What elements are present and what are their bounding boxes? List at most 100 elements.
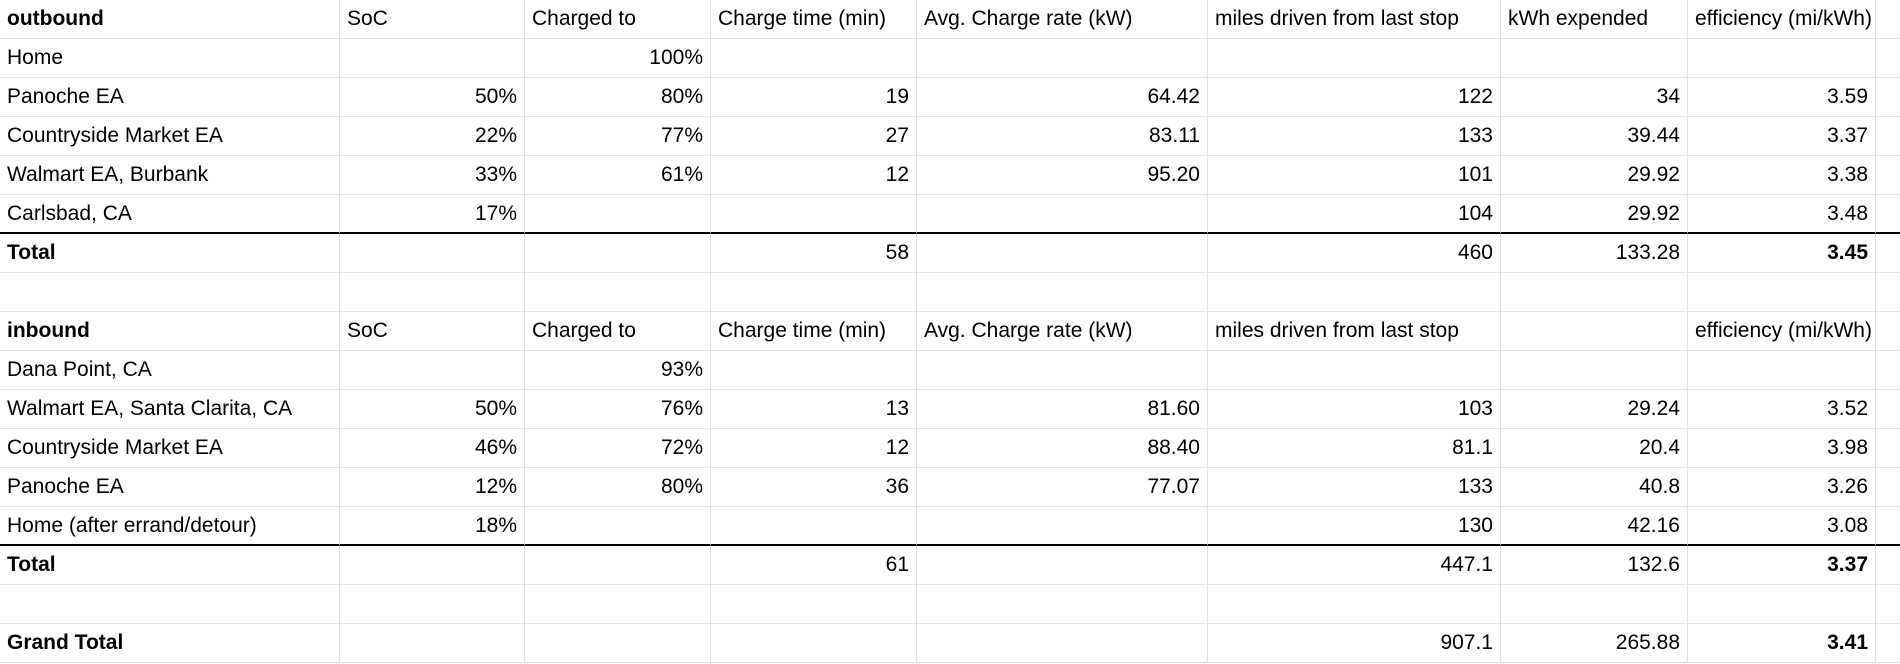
empty-cell [711, 351, 917, 390]
empty-cell [1876, 39, 1900, 78]
empty-cell [917, 507, 1208, 546]
data-cell: 3.37 [1688, 117, 1876, 156]
data-cell: 29.24 [1501, 390, 1688, 429]
empty-cell [340, 351, 525, 390]
header-cell: Charged to [525, 312, 711, 351]
empty-cell [1876, 507, 1900, 546]
total-cell: 460 [1208, 234, 1501, 273]
data-cell: 13 [711, 390, 917, 429]
empty-cell [917, 351, 1208, 390]
data-cell: 29.92 [1501, 156, 1688, 195]
data-cell: 61% [525, 156, 711, 195]
data-cell: 3.59 [1688, 78, 1876, 117]
empty-cell [711, 585, 917, 624]
data-cell: Dana Point, CA [0, 351, 340, 390]
data-cell: Panoche EA [0, 78, 340, 117]
empty-cell [525, 507, 711, 546]
data-cell: 104 [1208, 195, 1501, 234]
data-cell: 101 [1208, 156, 1501, 195]
grand-total-cell: 907.1 [1208, 624, 1501, 663]
data-cell: 39.44 [1501, 117, 1688, 156]
empty-cell [711, 507, 917, 546]
data-cell: 50% [340, 390, 525, 429]
empty-cell [1876, 156, 1900, 195]
header-cell: SoC [340, 0, 525, 39]
data-cell: 81.60 [917, 390, 1208, 429]
data-cell: 46% [340, 429, 525, 468]
empty-cell [711, 39, 917, 78]
total-cell: 447.1 [1208, 546, 1501, 585]
empty-cell [0, 585, 340, 624]
empty-cell [1876, 390, 1900, 429]
total-cell: 3.45 [1688, 234, 1876, 273]
data-cell: 3.38 [1688, 156, 1876, 195]
data-cell: 122 [1208, 78, 1501, 117]
data-cell: Home [0, 39, 340, 78]
empty-cell [525, 195, 711, 234]
empty-cell [917, 39, 1208, 78]
data-cell: 40.8 [1501, 468, 1688, 507]
data-cell: 12 [711, 156, 917, 195]
empty-cell [711, 624, 917, 663]
data-cell: 12% [340, 468, 525, 507]
data-cell: 130 [1208, 507, 1501, 546]
data-cell: 64.42 [917, 78, 1208, 117]
empty-cell [917, 273, 1208, 312]
data-cell: 80% [525, 468, 711, 507]
header-cell: efficiency (mi/kWh) [1688, 0, 1876, 39]
total-cell: Total [0, 546, 340, 585]
empty-cell [1501, 39, 1688, 78]
empty-cell [1208, 39, 1501, 78]
data-cell: 12 [711, 429, 917, 468]
empty-cell [525, 546, 711, 585]
empty-cell [711, 273, 917, 312]
data-cell: Home (after errand/detour) [0, 507, 340, 546]
empty-cell [1688, 351, 1876, 390]
empty-cell [1876, 0, 1900, 39]
data-cell: 77.07 [917, 468, 1208, 507]
header-cell: SoC [340, 312, 525, 351]
data-cell: 76% [525, 390, 711, 429]
grand-total-cell: Grand Total [0, 624, 340, 663]
data-cell: 93% [525, 351, 711, 390]
header-cell: Charged to [525, 0, 711, 39]
data-cell: 81.1 [1208, 429, 1501, 468]
data-cell: 88.40 [917, 429, 1208, 468]
header-cell: Avg. Charge rate (kW) [917, 312, 1208, 351]
empty-cell [340, 624, 525, 663]
total-cell: 133.28 [1501, 234, 1688, 273]
empty-cell [1876, 195, 1900, 234]
header-cell: Avg. Charge rate (kW) [917, 0, 1208, 39]
empty-cell [525, 585, 711, 624]
data-cell: 17% [340, 195, 525, 234]
data-cell: 95.20 [917, 156, 1208, 195]
grand-total-cell: 265.88 [1501, 624, 1688, 663]
empty-cell [1501, 273, 1688, 312]
empty-cell [1501, 585, 1688, 624]
empty-cell [1876, 585, 1900, 624]
data-cell: 27 [711, 117, 917, 156]
empty-cell [340, 585, 525, 624]
empty-cell [1876, 624, 1900, 663]
empty-cell [711, 195, 917, 234]
empty-cell [340, 273, 525, 312]
data-cell: Walmart EA, Burbank [0, 156, 340, 195]
data-cell: 29.92 [1501, 195, 1688, 234]
header-cell: inbound [0, 312, 340, 351]
empty-cell [525, 624, 711, 663]
empty-cell [1876, 117, 1900, 156]
data-cell: Panoche EA [0, 468, 340, 507]
empty-cell [1876, 78, 1900, 117]
header-cell: outbound [0, 0, 340, 39]
empty-cell [917, 234, 1208, 273]
header-cell: efficiency (mi/kWh) [1688, 312, 1876, 351]
empty-cell [1688, 39, 1876, 78]
data-cell: 80% [525, 78, 711, 117]
data-cell: 83.11 [917, 117, 1208, 156]
empty-cell [340, 39, 525, 78]
empty-cell [1501, 312, 1688, 351]
data-cell: 3.08 [1688, 507, 1876, 546]
total-cell: 58 [711, 234, 917, 273]
data-cell: 36 [711, 468, 917, 507]
empty-cell [917, 624, 1208, 663]
